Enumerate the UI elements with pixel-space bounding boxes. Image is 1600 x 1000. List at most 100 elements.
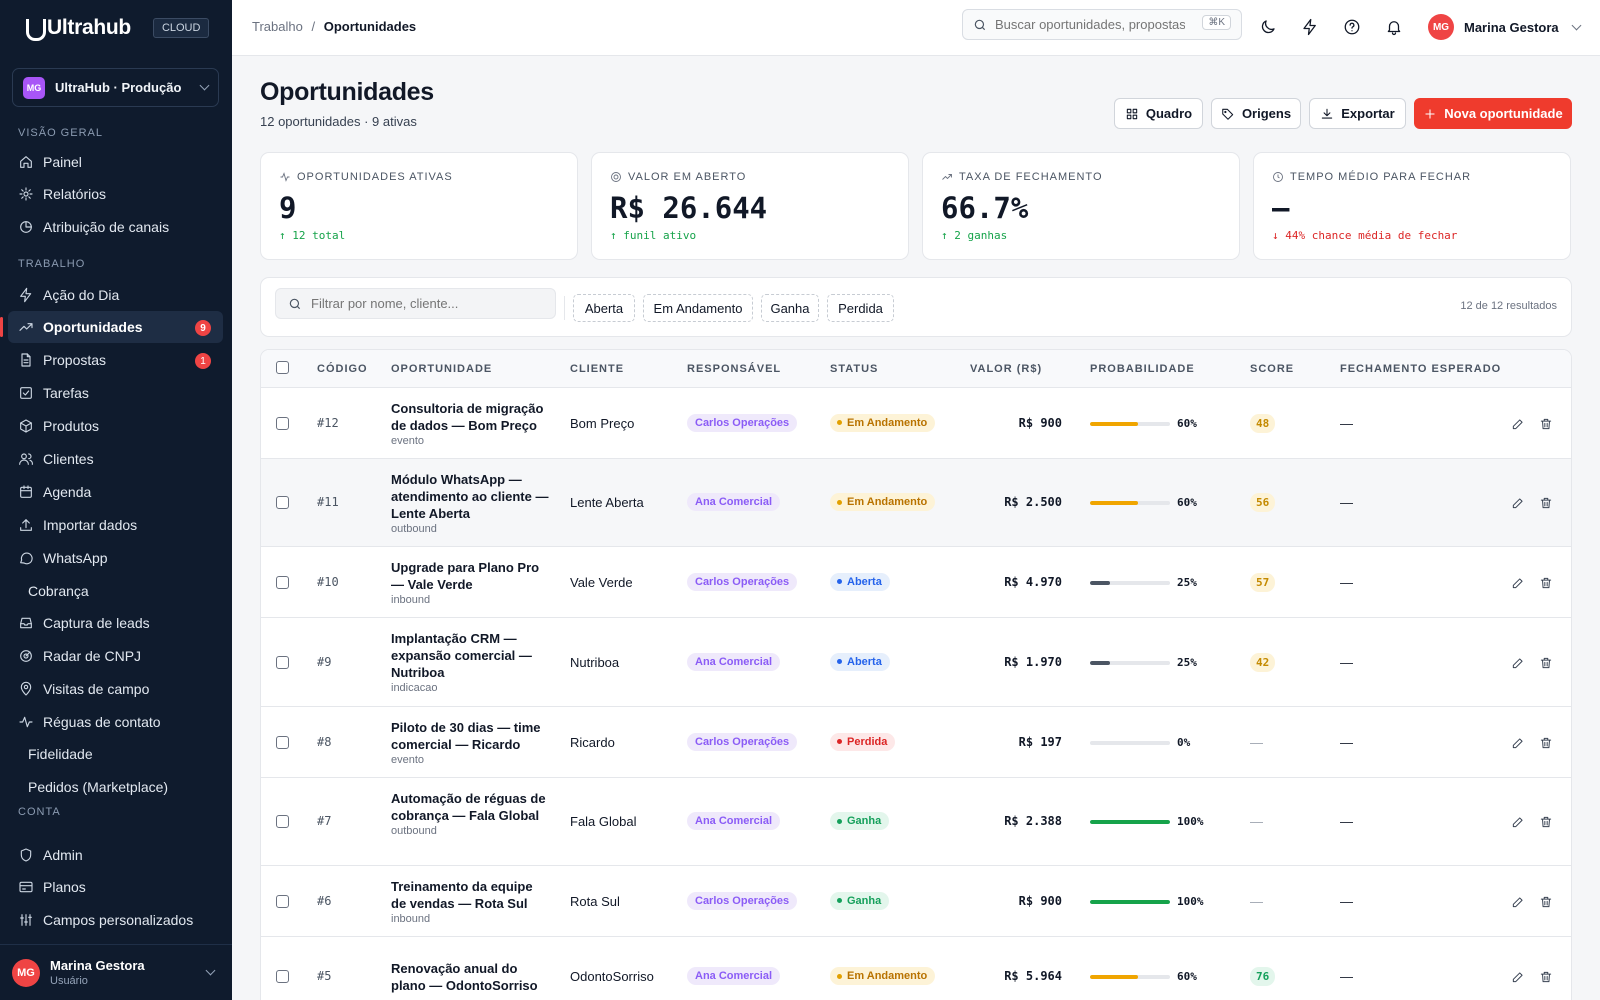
sidebar-item-tarefas[interactable]: Tarefas	[8, 377, 223, 409]
table-row[interactable]: #8 Piloto de 30 dias — time comercial — R…	[261, 707, 1571, 778]
trash-icon[interactable]	[1539, 736, 1553, 753]
filter-chip-ganha[interactable]: Ganha	[761, 294, 819, 322]
sidebar-item-planos[interactable]: Planos	[8, 871, 223, 903]
filter-chip-perdida[interactable]: Perdida	[827, 294, 894, 322]
opportunity-cell[interactable]: Renovação anual do plano — OdontoSorriso	[391, 960, 549, 994]
global-search[interactable]: ⌘K	[962, 9, 1242, 40]
column-header-expected-close[interactable]: FECHAMENTO ESPERADO	[1340, 363, 1502, 375]
table-row[interactable]: #12 Consultoria de migração de dados — Bo…	[261, 388, 1571, 459]
filter-search-input[interactable]	[311, 296, 541, 311]
opportunity-title[interactable]: Treinamento da equipe de vendas — Rota S…	[391, 878, 533, 911]
sidebar-item-acao-do-dia[interactable]: Ação do Dia	[8, 279, 223, 311]
sidebar-item-cobranca[interactable]: Cobrança	[8, 575, 223, 607]
table-row[interactable]: #5 Renovação anual do plano — OdontoSorri…	[261, 937, 1571, 1000]
column-header-owner[interactable]: RESPONSÁVEL	[687, 363, 782, 375]
trash-icon[interactable]	[1539, 576, 1553, 593]
table-row[interactable]: #9 Implantação CRM — expansão comercial —…	[261, 618, 1571, 707]
new-opportunity-button[interactable]: Nova oportunidade	[1414, 98, 1572, 129]
opportunity-cell[interactable]: Treinamento da equipe de vendas — Rota S…	[391, 878, 549, 925]
help-icon[interactable]	[1343, 18, 1361, 36]
moon-icon[interactable]	[1259, 18, 1277, 36]
trash-icon[interactable]	[1539, 496, 1553, 513]
opportunity-title[interactable]: Automação de réguas de cobrança — Fala G…	[391, 790, 546, 823]
row-checkbox[interactable]	[276, 575, 289, 589]
filter-search[interactable]	[275, 288, 556, 319]
edit-icon[interactable]	[1511, 576, 1525, 593]
column-header-status[interactable]: STATUS	[830, 363, 879, 375]
opportunity-cell[interactable]: Implantação CRM — expansão comercial — N…	[391, 630, 549, 694]
workspace-switcher[interactable]: MG UltraHub · Produção	[12, 68, 219, 107]
column-header-probability[interactable]: PROBABILIDADE	[1090, 363, 1195, 375]
trash-icon[interactable]	[1539, 970, 1553, 987]
ultrahub-logo[interactable]: Ultrahub	[26, 16, 131, 41]
filter-chip-em-andamento[interactable]: Em Andamento	[643, 294, 753, 322]
board-view-button[interactable]: Quadro	[1114, 98, 1203, 129]
row-checkbox[interactable]	[276, 815, 289, 828]
table-row[interactable]: #6 Treinamento da equipe de vendas — Rota…	[261, 866, 1571, 937]
sidebar-item-admin[interactable]: Admin	[8, 839, 223, 871]
row-checkbox[interactable]	[276, 416, 289, 430]
opportunity-title[interactable]: Upgrade para Plano Pro — Vale Verde	[391, 559, 540, 592]
sidebar-item-whatsapp[interactable]: WhatsApp	[8, 542, 223, 574]
opportunity-title[interactable]: Renovação anual do plano — OdontoSorriso	[391, 961, 538, 993]
opportunity-title[interactable]: Implantação CRM — expansão comercial — N…	[391, 631, 532, 680]
user-menu[interactable]: MG Marina Gestora	[1428, 14, 1582, 40]
table-row[interactable]: #7 Automação de réguas de cobrança — Fala…	[261, 778, 1571, 866]
sidebar-item-reguas-de-contato[interactable]: Réguas de contato	[8, 706, 223, 738]
breadcrumb-parent[interactable]: Trabalho	[252, 19, 303, 34]
edit-icon[interactable]	[1511, 815, 1525, 832]
opportunity-title[interactable]: Consultoria de migração de dados — Bom P…	[391, 400, 544, 433]
row-checkbox[interactable]	[276, 894, 289, 908]
table-row[interactable]: #10 Upgrade para Plano Pro — Vale Verde in…	[261, 547, 1571, 618]
filter-chip-aberta[interactable]: Aberta	[573, 294, 635, 322]
column-header-code[interactable]: CÓDIGO	[317, 363, 368, 375]
trash-icon[interactable]	[1539, 815, 1553, 832]
sidebar-item-oportunidades[interactable]: Oportunidades 9	[0, 311, 223, 343]
edit-icon[interactable]	[1511, 496, 1525, 513]
select-all-checkbox[interactable]	[276, 361, 289, 374]
trash-icon[interactable]	[1539, 417, 1553, 434]
sidebar-item-importar-dados[interactable]: Importar dados	[8, 509, 223, 541]
sidebar-item-pedidos-marketplace[interactable]: Pedidos (Marketplace)	[8, 771, 223, 803]
sidebar-item-fidelidade[interactable]: Fidelidade	[8, 738, 223, 770]
opportunity-cell[interactable]: Piloto de 30 dias — time comercial — Ric…	[391, 719, 549, 766]
trash-icon[interactable]	[1539, 895, 1553, 912]
opportunity-cell[interactable]: Consultoria de migração de dados — Bom P…	[391, 400, 549, 447]
column-header-value[interactable]: VALOR (R$)	[970, 363, 1043, 375]
row-checkbox[interactable]	[276, 735, 289, 749]
edit-icon[interactable]	[1511, 656, 1525, 673]
opportunity-cell[interactable]: Módulo WhatsApp — atendimento ao cliente…	[391, 471, 549, 535]
table-row[interactable]: #11 Módulo WhatsApp — atendimento ao clie…	[261, 459, 1571, 547]
edit-icon[interactable]	[1511, 970, 1525, 987]
sources-button[interactable]: Origens	[1211, 98, 1301, 129]
sidebar-item-campos-personalizados[interactable]: Campos personalizados	[8, 904, 223, 936]
row-checkbox[interactable]	[276, 970, 289, 983]
opportunity-cell[interactable]: Upgrade para Plano Pro — Vale Verde inbou…	[391, 559, 549, 606]
sidebar-item-captura-de-leads[interactable]: Captura de leads	[8, 607, 223, 639]
column-header-score[interactable]: SCORE	[1250, 363, 1295, 375]
row-checkbox[interactable]	[276, 496, 289, 509]
bolt-icon[interactable]	[1301, 18, 1319, 36]
export-button[interactable]: Exportar	[1309, 98, 1406, 129]
opportunity-title[interactable]: Piloto de 30 dias — time comercial — Ric…	[391, 719, 541, 752]
sidebar-item-produtos[interactable]: Produtos	[8, 410, 223, 442]
sidebar-item-visitas-de-campo[interactable]: Visitas de campo	[8, 673, 223, 705]
edit-icon[interactable]	[1511, 895, 1525, 912]
opportunity-title[interactable]: Módulo WhatsApp — atendimento ao cliente…	[391, 471, 549, 521]
sidebar-user-menu[interactable]: MG Marina Gestora Usuário	[0, 944, 232, 1000]
edit-icon[interactable]	[1511, 417, 1525, 434]
opportunity-cell[interactable]: Automação de réguas de cobrança — Fala G…	[391, 790, 549, 837]
sidebar-item-painel[interactable]: Painel	[8, 146, 223, 178]
sidebar-item-agenda[interactable]: Agenda	[8, 476, 223, 508]
sidebar-item-radar-de-cnpj[interactable]: Radar de CNPJ	[8, 640, 223, 672]
sidebar-item-atribuicao-de-canais[interactable]: Atribuição de canais	[8, 211, 223, 243]
sidebar-item-relatorios[interactable]: Relatórios	[8, 178, 223, 210]
sidebar-item-propostas[interactable]: Propostas 1	[8, 344, 223, 376]
column-header-opportunity[interactable]: OPORTUNIDADE	[391, 363, 493, 375]
trash-icon[interactable]	[1539, 656, 1553, 673]
global-search-input[interactable]	[995, 17, 1185, 32]
column-header-client[interactable]: CLIENTE	[570, 363, 625, 375]
row-checkbox[interactable]	[276, 655, 289, 669]
sidebar-item-clientes[interactable]: Clientes	[8, 443, 223, 475]
bell-icon[interactable]	[1385, 18, 1403, 36]
